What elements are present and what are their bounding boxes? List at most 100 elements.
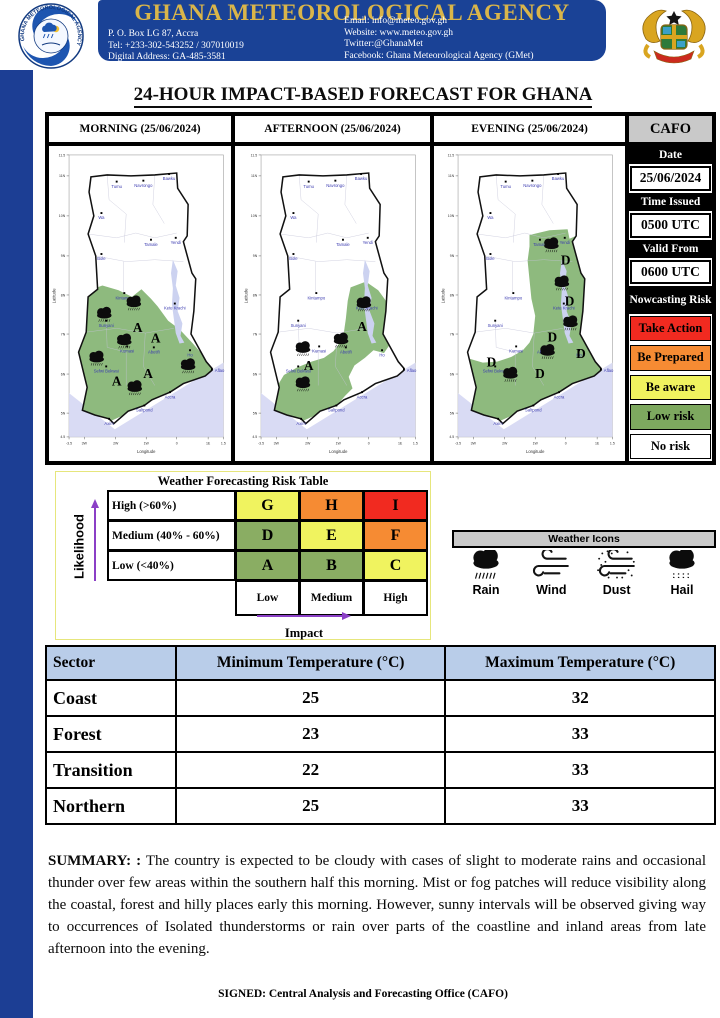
- y-tick-label: 9N: [450, 254, 455, 258]
- risk-letter-a: A: [132, 320, 142, 335]
- risk-letter-a: A: [111, 373, 121, 388]
- y-tick-label: 6N: [450, 372, 455, 376]
- city-dot: [360, 173, 363, 175]
- city-label: Sefwi Bekwai: [93, 369, 118, 374]
- y-tick-label: 11N: [448, 174, 455, 178]
- city-label: Axim: [493, 421, 503, 426]
- risk-letter-d: D: [548, 330, 558, 345]
- x-tick-label: 1.5: [610, 442, 615, 446]
- contact-line: Twitter:@GhanaMet: [344, 39, 423, 49]
- y-tick-label: 8N: [450, 293, 455, 297]
- risk-letter-d: D: [565, 293, 575, 308]
- ghana-map-evening: Navrongo Bawku Tumu Wa Tamale Yendi Bole Kintam…: [441, 153, 615, 454]
- address-line: P. O. Box LG 87, Accra: [108, 29, 199, 39]
- city-dot: [152, 346, 155, 349]
- y-axis-label: Latitude: [441, 288, 446, 304]
- ghana-outline: [466, 172, 602, 425]
- city-label: Yendi: [363, 240, 373, 245]
- weather-icon-item-wind: Wind: [523, 550, 579, 597]
- city-label: Tumu: [500, 184, 511, 189]
- x-tick-label: 1.5: [220, 442, 225, 446]
- rain-icon: [473, 550, 499, 579]
- contact-line: Website: www.meteo.gov.gh: [344, 27, 453, 38]
- risk-letter-d: D: [561, 252, 571, 267]
- weather-icons-row: Rain Wind Dust Hail: [452, 550, 716, 597]
- city-dot: [99, 253, 102, 255]
- city-dot: [115, 180, 118, 183]
- cafo-row-nowcasting-risk: Nowcasting Risk: [629, 286, 712, 314]
- x-tick-label: 1E: [595, 442, 600, 446]
- city-dot: [558, 391, 560, 394]
- city-label: Kumasi: [312, 349, 326, 354]
- x-tick-label: 1W: [336, 442, 342, 446]
- y-tick-label: 11.5: [58, 153, 65, 157]
- agency-address-block: P. O. Box LG 87, Accra Tel: +233-302-543…: [108, 26, 344, 64]
- city-dot: [168, 391, 171, 394]
- city-dot: [149, 238, 152, 241]
- city-label: Accra: [554, 394, 565, 399]
- x-tick-label: -3.5: [455, 442, 461, 446]
- city-label: Saltpond: [328, 408, 345, 413]
- city-dot: [562, 302, 565, 305]
- city-label: Sunyani: [488, 323, 503, 328]
- city-dot: [297, 365, 300, 368]
- city-dot: [489, 253, 492, 255]
- city-dot: [342, 238, 344, 241]
- rain-cloud-icon: [88, 350, 104, 366]
- hail-icon: [669, 550, 695, 579]
- header-panel: GHANA METEOROLOGICAL AGENCY P. O. Box LG…: [98, 0, 606, 64]
- lake-volta: [170, 259, 184, 344]
- city-dot: [167, 173, 170, 175]
- weather-icon-label: Rain: [472, 583, 500, 597]
- x-tick-label: 0: [175, 442, 177, 446]
- min-temp-value: 25: [174, 787, 447, 825]
- cafo-row-be-prepared: Be Prepared: [630, 345, 711, 371]
- x-tick-label: 2W: [502, 442, 508, 446]
- forecast-table: MORNING (25/06/2024) AFTERNOON (25/06/20…: [45, 112, 716, 465]
- x-tick-label: 3W: [81, 442, 87, 446]
- rain-cloud-icon: [180, 358, 195, 374]
- ghana-landmass: [270, 173, 404, 424]
- cafo-row-date: Date: [629, 146, 712, 165]
- city-label: Kumasi: [120, 349, 134, 354]
- impact-level-medium: Medium: [299, 580, 364, 616]
- summary-paragraph: SUMMARY: : The country is expected to be…: [48, 850, 706, 960]
- risk-table-box: Weather Forecasting Risk Table Likelihoo…: [55, 471, 431, 640]
- risk-letter-cell-f: F: [363, 520, 428, 551]
- city-label: Tumu: [303, 184, 314, 189]
- rain-cloud-icon: [503, 366, 518, 382]
- temp-row-coast: Coast 25 32: [45, 679, 716, 717]
- rain-cloud-icon: [295, 341, 311, 357]
- weather-icon-item-hail: Hail: [654, 550, 710, 597]
- city-label: Yendi: [170, 240, 180, 245]
- max-temp-value: 32: [444, 679, 716, 717]
- x-tick-label: 3W: [274, 442, 280, 446]
- city-dot: [107, 417, 110, 420]
- risk-letter-cell-g: G: [235, 490, 300, 521]
- x-tick-label: 1E: [398, 442, 403, 446]
- city-label: Sunyani: [98, 323, 113, 328]
- sea-area: [458, 362, 613, 437]
- city-label: Saltpond: [136, 408, 153, 413]
- city-label: Accra: [164, 394, 175, 399]
- rain-cloud-icon: [356, 296, 372, 312]
- city-label: Tamale: [533, 242, 547, 247]
- contact-line: Email: info@meteo.gov.gh: [344, 16, 448, 26]
- sector-name: Forest: [45, 715, 177, 753]
- city-label: Bawku: [552, 176, 565, 181]
- city-label: Navrongo: [523, 183, 542, 188]
- address-line: Tel: +233-302-543252 / 307010019: [108, 40, 244, 51]
- city-label: Ho: [379, 352, 385, 357]
- agency-contact-block: Email: info@meteo.gov.gh Website: www.me…: [344, 16, 600, 64]
- city-label: Axim: [296, 421, 306, 426]
- min-temp-value: 23: [174, 715, 447, 753]
- city-label: Bole: [97, 256, 106, 261]
- y-tick-label: 7N: [60, 332, 65, 336]
- x-axis-label: Longitude: [526, 449, 545, 454]
- risk-letter-a: A: [357, 319, 367, 334]
- y-tick-label: 7N: [450, 332, 455, 336]
- cafo-row-low-risk: Low risk: [630, 404, 711, 430]
- temperature-table: Sector Minimum Temperature (°C) Maximum …: [45, 645, 716, 825]
- x-tick-label: 1E: [205, 442, 210, 446]
- ghana-coat-of-arms-icon: [642, 9, 706, 64]
